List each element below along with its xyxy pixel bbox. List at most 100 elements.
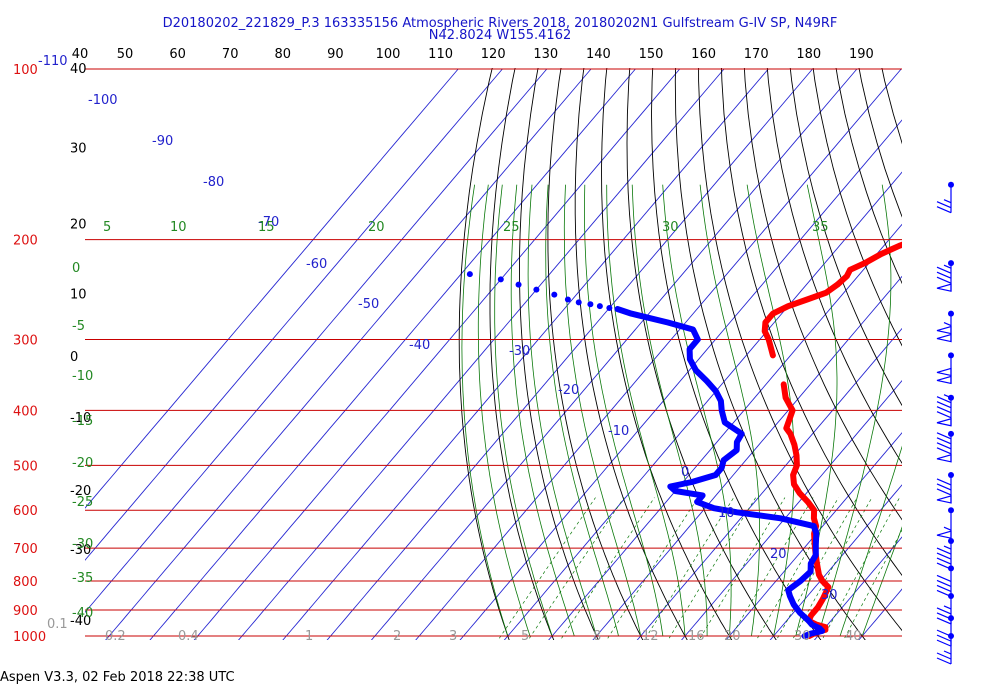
wind-barb-pennant (936, 454, 952, 463)
isotherm-line (193, 68, 681, 640)
moist-adiabat-label: 30 (662, 220, 679, 235)
height-tick-label: -10 (70, 411, 91, 426)
dry-adiabat-line (766, 68, 902, 464)
top-tick-label: 170 (744, 47, 769, 62)
wind-barb (936, 471, 954, 504)
isotherm-label: -30 (509, 344, 530, 359)
isotherm-label: -50 (358, 297, 379, 312)
wind-barb-feather (936, 483, 952, 491)
mixing-ratio-label: 30 (794, 629, 811, 644)
isotherm-line (85, 68, 503, 561)
wind-barb-half-feather (943, 199, 952, 204)
wind-barb-feather (936, 432, 952, 440)
dry-adiabat-line (743, 68, 902, 521)
moist-adiabat-left-label: -15 (72, 414, 93, 429)
isotherm-line (769, 484, 902, 640)
moist-adiabat-label: 15 (258, 220, 275, 235)
isotherm-label: -80 (203, 175, 224, 190)
dewpoint-point (533, 286, 540, 293)
isotherm-line (858, 588, 902, 640)
top-tick-label: 120 (481, 47, 506, 62)
wind-barb-feather (936, 206, 952, 214)
top-tick-label: 110 (428, 47, 453, 62)
wind-barb-half-feather (943, 264, 952, 269)
moist-adiabat-left-label: -35 (72, 571, 93, 586)
pressure-tick-label: 700 (13, 542, 38, 557)
isotherm-line (813, 536, 902, 640)
dewpoint-point (564, 296, 571, 303)
height-tick-label: -40 (70, 614, 91, 629)
mixing-ratio-label: 20 (724, 629, 741, 644)
wind-barb-half-feather (943, 650, 952, 655)
mixing-ratio-label: 2 (393, 629, 401, 644)
dry-adiabat-line (789, 68, 902, 407)
wind-barb-feather (936, 271, 952, 279)
wind-barb-feather (936, 584, 952, 592)
isotherm-line (415, 68, 902, 640)
isotherm-line (238, 68, 725, 640)
height-tick-label: 40 (70, 62, 87, 77)
wind-barb-feather (936, 634, 952, 642)
mixing-ratio-line (821, 497, 900, 640)
dry-adiabat-line (547, 68, 644, 640)
moist-adiabat-label: 35 (812, 220, 829, 235)
isotherm-label: -90 (152, 134, 173, 149)
dewpoint-point (466, 271, 473, 278)
wind-barb-pennant (936, 367, 952, 377)
dry-adiabat-line (721, 68, 902, 576)
wind-barb (936, 181, 954, 214)
dewpoint-point (551, 291, 558, 298)
footer-timestamp: Aspen V3.3, 02 Feb 2018 22:38 UTC (0, 670, 235, 685)
chart-subtitle: N42.8024 W155.4162 (428, 28, 572, 43)
wind-barb-feather (936, 266, 952, 274)
wind-barb-half-feather (943, 526, 952, 531)
isotherm-line (370, 68, 858, 640)
dry-adiabat-line (458, 68, 510, 640)
pressure-tick-label: 100 (13, 63, 38, 78)
moist-adiabat-label: 5 (103, 220, 111, 235)
wind-barb-half-feather (943, 322, 952, 327)
isotherm-line (725, 432, 902, 640)
wind-barb-feather (936, 447, 952, 455)
mixing-ratio-label: 40 (845, 629, 862, 644)
moist-adiabat-label: 20 (368, 220, 385, 235)
isotherm-line (459, 119, 902, 640)
isotherm-line (548, 223, 902, 640)
isotherm-label: -20 (558, 383, 579, 398)
wind-barb-feather (936, 406, 952, 414)
moist-adiabat-left-label: -40 (72, 606, 93, 621)
wind-barb (936, 430, 954, 463)
mixing-ratio-line (791, 497, 873, 640)
dewpoint-line (614, 306, 826, 639)
isotherm-label: 10 (718, 506, 735, 521)
wind-barb-half-feather (943, 605, 952, 610)
wind-barb (936, 633, 954, 665)
wind-barb-feather (936, 574, 952, 582)
wind-barb-feather (936, 201, 952, 209)
chart-series (466, 241, 902, 639)
moist-adiabat-label: 25 (503, 220, 520, 235)
isotherm-corner-label: -110 (38, 54, 68, 69)
mixing-ratio-line (843, 529, 902, 640)
wind-barb-feather (936, 437, 952, 445)
isotherm-line (326, 68, 813, 640)
wind-barb (936, 310, 954, 343)
top-tick-label: 150 (639, 47, 664, 62)
mixing-ratio-line (756, 497, 839, 640)
dry-adiabat-line (962, 0, 1000, 641)
mixing-ratio-label: 0.4 (178, 629, 199, 644)
isotherm-line (503, 171, 902, 640)
isotherm-line (105, 68, 592, 640)
wind-barb-feather (936, 557, 952, 565)
isotherm-label: -60 (306, 257, 327, 272)
pressure-tick-label: 800 (13, 575, 38, 590)
wind-barbs (936, 181, 954, 665)
dewpoint-point (515, 281, 522, 288)
wind-barb-feather (936, 547, 952, 555)
dry-adiabat-line (698, 68, 902, 632)
wind-barb-feather (936, 657, 952, 665)
isotherm-label: -70 (258, 215, 279, 230)
mixing-ratio-label: 12 (642, 629, 659, 644)
top-tick-label: 100 (376, 47, 401, 62)
